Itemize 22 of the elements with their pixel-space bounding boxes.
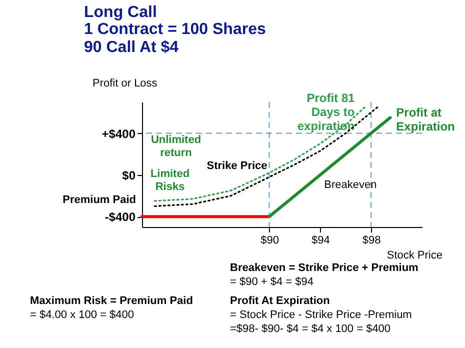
chart-subtitle: 1 Contract = 100 Shares 90 Call At $4 [84,21,266,56]
text: =$98- $90- $4 = $4 x 100 = $400 [230,323,391,335]
text: = $90 + $4 = $94 [230,276,314,288]
x-tick-label: $90 [260,234,279,246]
x-axis-title: Stock Price [386,250,442,262]
y-tick-label: -$400 [104,210,136,224]
text: = Stock Price - Strike Price -Premium [230,309,412,321]
text: Maximum Risk = Premium Paid [30,295,193,307]
annotation: Limited Risks [150,168,190,193]
y-tick-label: +$400 [102,126,136,141]
y-tick-label: $0 [122,168,136,182]
x-tick-label: $94 [312,234,330,246]
y-axis-title: Profit or Loss [92,78,158,90]
annotation: Strike Price [206,160,268,172]
x-tick-label: $98 [362,234,381,246]
text: = $4.00 x 100 = $400 [30,309,134,321]
text: Breakeven = Strike Price + Premium [230,262,418,274]
text: Premium Paid [62,194,136,206]
annotation: Unlimited return [150,134,202,159]
series-label: Profit at Expiration [396,106,455,134]
chart-title: Long Call [84,4,157,21]
text: Profit At Expiration [230,295,330,307]
